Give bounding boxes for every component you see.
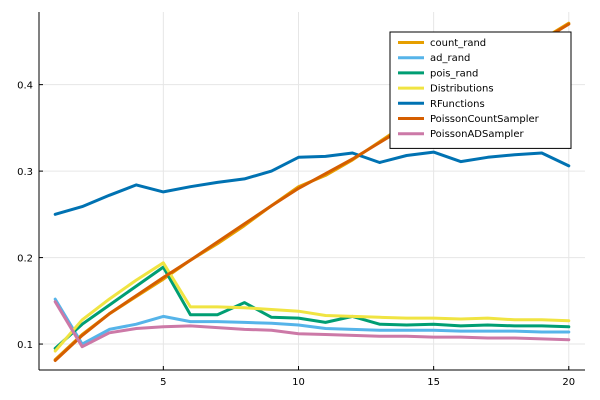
tick-labels: 5 10 15 20 0.1 0.2 0.3 0.4 [17, 81, 575, 388]
legend-label: count_rand [430, 38, 486, 49]
y-tick-label: 0.1 [17, 340, 33, 351]
y-tick-label: 0.3 [17, 167, 33, 178]
x-tick-label: 5 [160, 377, 166, 388]
legend-label: PoissonADSampler [430, 129, 524, 140]
legend-label: pois_rand [430, 68, 478, 79]
legend: count_rand ad_rand pois_rand Distributions R… [389, 31, 572, 149]
x-tick-label: 10 [292, 377, 305, 388]
x-tick-label: 20 [562, 377, 575, 388]
legend-label: RFunctions [430, 99, 485, 110]
series-line-pois_rand [53, 265, 571, 350]
series-line-ad_rand [53, 297, 571, 346]
legend-box [389, 31, 572, 149]
x-tick-label: 15 [427, 377, 440, 388]
legend-label: Distributions [430, 84, 494, 95]
y-tick-label: 0.2 [17, 254, 33, 265]
axes [38, 12, 585, 371]
series-line-RFunctions [53, 150, 571, 216]
legend-label: PoissonCountSampler [430, 114, 540, 125]
series-line-Distributions [53, 261, 571, 353]
series-line-PoissonADSampler [53, 300, 571, 349]
legend-label: ad_rand [430, 53, 470, 64]
y-tick-label: 0.4 [17, 81, 33, 92]
